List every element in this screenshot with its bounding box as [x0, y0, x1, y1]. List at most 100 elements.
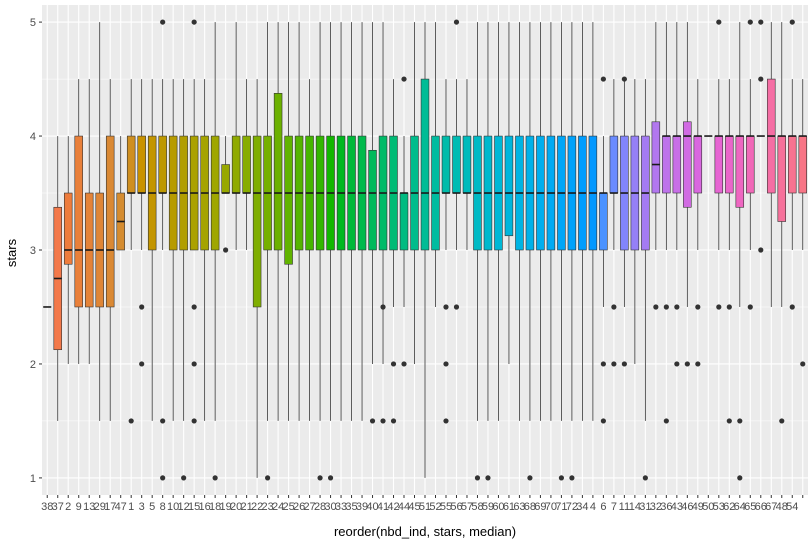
box-70: [546, 22, 556, 421]
outlier-point: [317, 475, 323, 481]
outlier-point: [380, 418, 386, 424]
y-tick-label: 5: [30, 17, 36, 29]
x-tick-label: 17: [104, 501, 116, 513]
box-60: [494, 22, 503, 421]
outlier-point: [642, 475, 648, 481]
x-tick-label: 37: [52, 501, 64, 513]
box-44: [399, 76, 409, 367]
box-iqr: [777, 135, 787, 222]
box-2: [63, 136, 73, 364]
outlier-point: [600, 76, 606, 82]
x-tick-label: 41: [377, 501, 389, 513]
outlier-point: [726, 418, 732, 424]
box-46: [683, 22, 692, 367]
x-tick-label: 10: [167, 501, 179, 513]
outlier-point: [789, 304, 795, 310]
outlier-point: [737, 418, 743, 424]
box-iqr: [462, 135, 472, 194]
box-iqr: [441, 135, 451, 194]
box-36: [662, 22, 671, 424]
outlier-point: [390, 418, 397, 424]
x-tick-label: 55: [440, 501, 452, 513]
box-iqr: [662, 135, 671, 194]
outlier-point: [191, 304, 197, 310]
outlier-point: [558, 475, 565, 481]
outlier-point: [621, 76, 627, 82]
x-tick-label: 30: [324, 501, 336, 513]
outlier-point: [401, 76, 407, 82]
outlier-point: [611, 361, 617, 367]
box-iqr: [693, 135, 703, 194]
x-tick-label: 46: [681, 501, 693, 513]
box-5: [147, 79, 157, 421]
outlier-point: [485, 475, 491, 481]
outlier-point: [600, 361, 606, 367]
box-48: [777, 22, 787, 424]
box-43: [672, 22, 682, 367]
outlier-point: [139, 361, 145, 367]
x-tick-label: 38: [41, 501, 53, 513]
outlier-point: [611, 304, 617, 310]
box-iqr: [137, 135, 146, 194]
x-tick-label: 60: [492, 501, 504, 513]
box-22: [252, 79, 262, 478]
x-tick-label: 20: [230, 501, 242, 513]
x-tick-label: 12: [178, 501, 190, 513]
box-61: [504, 22, 514, 364]
x-tick-label: 16: [199, 501, 211, 513]
box-30: [326, 22, 335, 481]
box-8: [158, 19, 167, 481]
box-iqr: [798, 135, 807, 194]
x-tick-label: 1: [128, 501, 134, 513]
outlier-point: [569, 475, 575, 481]
box-63: [515, 22, 524, 421]
x-tick-label: 47: [115, 501, 127, 513]
box-iqr: [74, 135, 83, 308]
box-47: [116, 136, 125, 251]
outlier-point: [716, 304, 722, 310]
box-62: [725, 79, 734, 424]
x-tick-label: 18: [209, 501, 221, 513]
x-tick-label: 71: [555, 501, 567, 513]
outlier-point: [212, 475, 218, 481]
outlier-point: [747, 304, 753, 310]
x-tick-label: 49: [692, 501, 704, 513]
y-axis-title: stars: [4, 238, 19, 267]
x-tick-label: 69: [534, 501, 546, 513]
outlier-point: [695, 304, 701, 310]
box-52: [431, 22, 440, 307]
box-undefined: [798, 79, 807, 367]
outlier-point: [674, 361, 680, 367]
box-13: [84, 79, 94, 364]
box-series: [43, 19, 807, 481]
x-tick-label: 35: [345, 501, 357, 513]
x-tick-label: 48: [776, 501, 788, 513]
x-tick-label: 45: [408, 501, 420, 513]
outlier-point: [663, 304, 669, 310]
box-iqr: [221, 164, 230, 194]
outlier-point: [600, 418, 606, 424]
x-tick-label: 15: [188, 501, 200, 513]
box-iqr: [599, 192, 608, 251]
outlier-point: [716, 19, 722, 25]
box-iqr: [735, 135, 745, 208]
x-tick-label: 52: [429, 501, 441, 513]
box-40: [368, 22, 377, 424]
x-tick-label: 53: [713, 501, 725, 513]
outlier-point: [747, 19, 753, 25]
x-tick-label: 33: [335, 501, 347, 513]
x-tick-label: 9: [76, 501, 82, 513]
box-iqr: [725, 135, 734, 194]
y-tick-label: 1: [30, 473, 36, 485]
x-tick-label: 7: [611, 501, 617, 513]
box-67: [767, 22, 776, 307]
box-41: [378, 22, 388, 424]
box-iqr: [158, 135, 167, 194]
x-tick-label: 27: [303, 501, 315, 513]
box-iqr: [452, 135, 461, 194]
box-9: [74, 79, 83, 364]
x-tick-label: 44: [398, 501, 410, 513]
box-57: [462, 79, 472, 250]
x-tick-label: 14: [629, 501, 641, 513]
